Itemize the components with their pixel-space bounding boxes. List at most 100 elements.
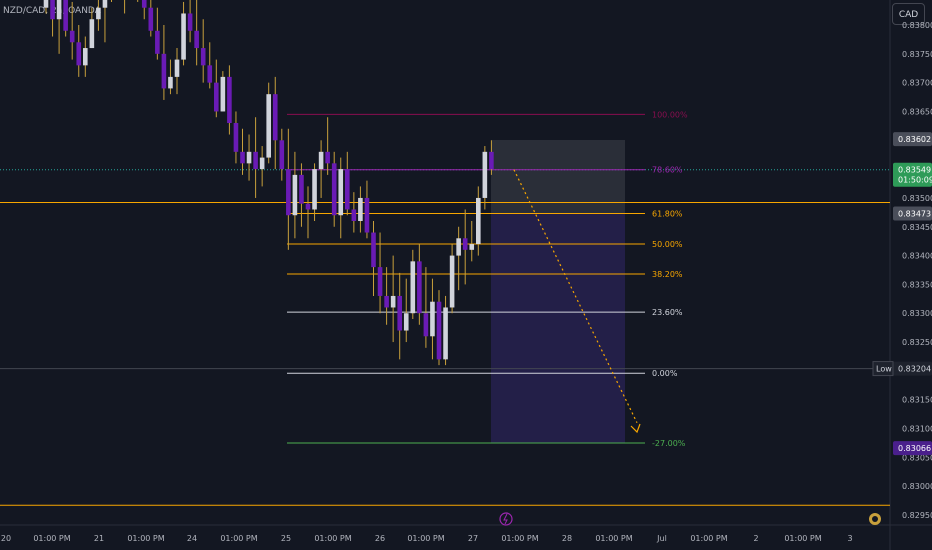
candle-body (305, 203, 311, 210)
candle-body (292, 174, 298, 216)
candle-body (259, 157, 265, 170)
currency-button[interactable]: CAD (892, 3, 925, 25)
flash-icon (499, 512, 513, 526)
y-tick-label: 0.83300 (902, 309, 932, 318)
x-tick-label: 20 (1, 534, 11, 543)
y-tick-label: 0.83150 (902, 396, 932, 405)
candle-body (207, 65, 213, 83)
candle-body (69, 30, 75, 43)
candle-body (345, 169, 350, 210)
fib-level-label: -27.00% (652, 439, 686, 448)
y-tick-label: 0.83050 (902, 453, 932, 462)
candle-body (227, 76, 232, 123)
x-tick-label: 01:00 PM (690, 534, 727, 543)
candle-body (299, 174, 304, 204)
candle-body (456, 238, 461, 256)
candle-body (338, 169, 344, 216)
candle-body (141, 0, 147, 8)
candle-body (181, 13, 186, 60)
price-label-text: 0.83066 (898, 444, 931, 453)
candle-body (266, 94, 271, 158)
price-label-box (893, 132, 932, 147)
candle-body (187, 13, 193, 31)
target-zone (491, 213, 625, 443)
y-tick-label: 0.83700 (902, 79, 932, 88)
candle-body (390, 295, 396, 308)
candle-body (83, 48, 88, 66)
event-icon-inner (872, 516, 878, 522)
candle-body (286, 169, 291, 216)
x-tick-label: 3 (847, 534, 852, 543)
flash-icon-bolt (503, 513, 508, 525)
x-tick-label: 01:00 PM (127, 534, 164, 543)
candle-body (89, 19, 95, 49)
candle-body (194, 30, 199, 49)
low-tag-box (872, 361, 894, 377)
x-tick-label: 01:00 PM (220, 534, 257, 543)
candle-body (233, 123, 239, 152)
x-tick-label: 01:00 PM (407, 534, 444, 543)
candle-body (312, 169, 317, 210)
candle-body (423, 313, 429, 337)
candle-body (377, 267, 383, 296)
candle-body (403, 313, 409, 331)
y-tick-label: 0.83750 (902, 50, 932, 59)
candle-body (331, 163, 337, 216)
candle-body (397, 295, 402, 331)
candle-body (76, 42, 82, 66)
candle-body (351, 209, 357, 221)
candle-body (63, 0, 68, 31)
x-tick-label: 25 (281, 534, 291, 543)
candle-body (449, 255, 455, 308)
candle-body (279, 140, 285, 170)
x-tick-label: 28 (562, 534, 572, 543)
candle-body (469, 244, 475, 250)
fib-level-label: 50.00% (652, 240, 683, 249)
candle-body (214, 82, 219, 112)
candle-body (148, 7, 154, 31)
price-label-text: 0.83473 (898, 210, 931, 219)
candle-body (246, 151, 252, 164)
y-tick-label: 0.83250 (902, 338, 932, 347)
fib-level-label: 0.00% (652, 369, 678, 378)
x-tick-label: 01:00 PM (595, 534, 632, 543)
x-tick-label: Jul (656, 534, 667, 543)
x-tick-label: 21 (94, 534, 104, 543)
x-tick-label: 01:00 PM (784, 534, 821, 543)
price-label-text: 0.83549 (898, 166, 931, 175)
low-tag-text: Low (876, 365, 892, 374)
x-tick-label: 26 (375, 534, 385, 543)
candle-body (410, 261, 416, 314)
y-tick-label: 0.83450 (902, 223, 932, 232)
fib-level-label: 38.20% (652, 270, 683, 279)
y-tick-label: 0.83650 (902, 107, 932, 116)
arrow-head (630, 423, 641, 434)
candle-body (325, 151, 330, 164)
y-tick-label: 0.83100 (902, 425, 932, 434)
candle-body (200, 48, 206, 66)
fib-level-label: 23.60% (652, 308, 683, 317)
candle-body (220, 76, 226, 112)
candle-body (476, 197, 481, 245)
y-tick-label: 0.83500 (902, 194, 932, 203)
candle-body (102, 0, 108, 8)
candle-body (240, 151, 245, 164)
candle-body (174, 59, 180, 77)
candle-body (443, 307, 448, 360)
candle-body (358, 197, 363, 221)
candle-body (371, 232, 376, 268)
candle-body (50, 0, 55, 20)
fib-level-label: 78.60% (652, 166, 683, 175)
y-tick-label: 0.83400 (902, 252, 932, 261)
candle-body (436, 301, 442, 360)
candle-body (462, 238, 468, 250)
price-label-box (893, 441, 932, 456)
candle-body (96, 7, 101, 20)
candle-body (430, 301, 435, 337)
candle-body (364, 197, 370, 233)
price-label-text: 0.83602 (898, 135, 931, 144)
price-label-box (893, 206, 932, 221)
candle-body (56, 0, 62, 20)
